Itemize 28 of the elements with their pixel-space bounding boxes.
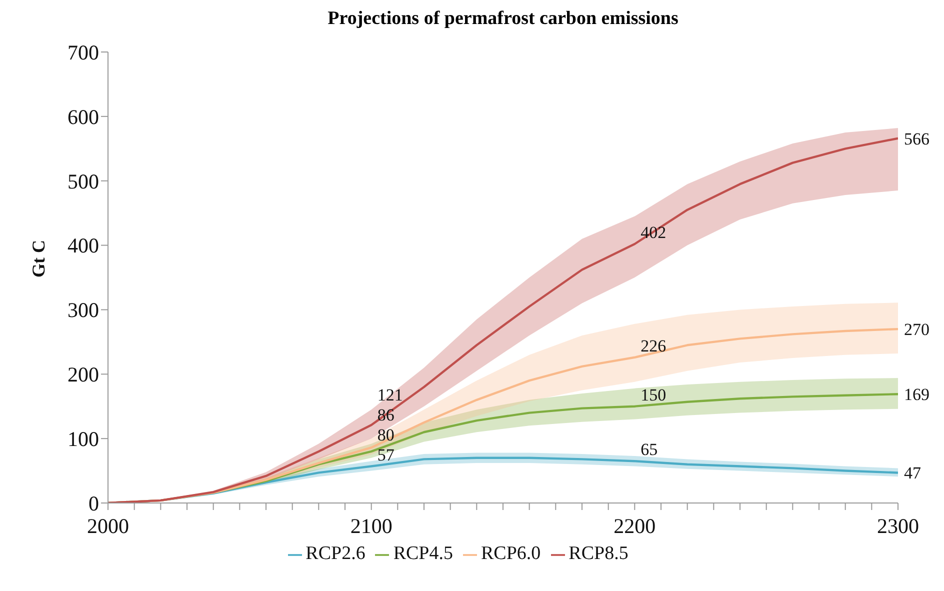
y-tick-label: 100 xyxy=(68,427,99,452)
legend-label: RCP6.0 xyxy=(481,543,541,564)
x-tick-label: 2300 xyxy=(877,514,919,538)
x-tick-label: 2000 xyxy=(87,514,129,538)
y-tick-label: 300 xyxy=(68,298,99,322)
data-label: 226 xyxy=(640,336,666,356)
data-label: 65 xyxy=(640,440,658,460)
y-tick-label: 0 xyxy=(88,491,99,516)
data-label: 169 xyxy=(904,385,930,404)
legend-label: RCP4.5 xyxy=(393,543,453,564)
legend-label: RCP8.5 xyxy=(568,543,628,564)
y-tick-label: 700 xyxy=(68,40,99,64)
y-axis-title: Gt C xyxy=(28,240,48,278)
y-tick-label: 600 xyxy=(68,104,99,129)
y-tick-label: 400 xyxy=(68,234,99,258)
x-tick-label: 2100 xyxy=(350,514,392,538)
chart-title: Projections of permafrost carbon emissions xyxy=(326,8,680,31)
y-tick-label: 200 xyxy=(68,362,99,387)
data-label: 150 xyxy=(640,385,666,404)
data-label: 57 xyxy=(377,445,395,464)
x-tick-label: 2200 xyxy=(614,514,656,538)
legend-label: RCP2.6 xyxy=(306,543,366,564)
y-tick-label: 500 xyxy=(68,169,99,194)
data-label: 47 xyxy=(904,464,922,483)
data-label: 566 xyxy=(904,129,930,148)
data-label: 270 xyxy=(904,320,930,340)
data-label: 80 xyxy=(377,425,394,444)
data-label: 121 xyxy=(377,385,403,404)
